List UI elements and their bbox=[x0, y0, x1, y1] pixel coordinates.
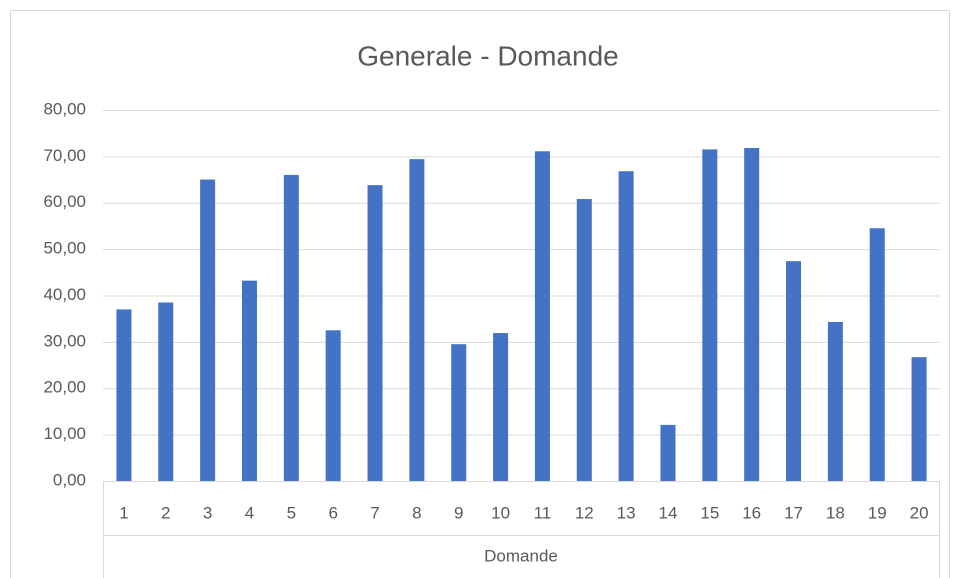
x-axis-title: Domande bbox=[484, 546, 558, 565]
bar bbox=[116, 309, 132, 481]
x-tick-label: 4 bbox=[245, 503, 254, 522]
x-tick-label: 19 bbox=[868, 503, 887, 522]
bar bbox=[409, 159, 425, 481]
chart-border bbox=[10, 10, 950, 578]
x-tick-label: 12 bbox=[575, 503, 594, 522]
y-tick-label: 70,00 bbox=[43, 146, 86, 165]
y-tick-label: 60,00 bbox=[43, 192, 86, 211]
bar bbox=[827, 321, 843, 481]
x-tick-label: 2 bbox=[161, 503, 170, 522]
x-tick-label: 17 bbox=[784, 503, 803, 522]
x-tick-label: 11 bbox=[534, 503, 552, 522]
x-tick-label: 10 bbox=[491, 503, 510, 522]
x-tick-label: 15 bbox=[700, 503, 719, 522]
x-tick-label: 16 bbox=[742, 503, 761, 522]
x-tick-label: 20 bbox=[910, 503, 929, 522]
x-tick-label: 1 bbox=[119, 503, 128, 522]
chart-title: Generale - Domande bbox=[357, 40, 618, 71]
bar bbox=[200, 179, 216, 481]
bar bbox=[911, 357, 927, 481]
bar bbox=[618, 171, 634, 481]
x-tick-label: 9 bbox=[454, 503, 463, 522]
bar bbox=[702, 149, 718, 481]
bar bbox=[367, 185, 383, 481]
y-tick-label: 0,00 bbox=[53, 470, 86, 489]
bar bbox=[241, 280, 257, 481]
bar bbox=[660, 424, 676, 481]
bar bbox=[786, 261, 802, 481]
x-tick-label: 3 bbox=[203, 503, 212, 522]
bar bbox=[158, 302, 174, 481]
bar bbox=[493, 333, 509, 481]
x-tick-label: 18 bbox=[826, 503, 845, 522]
x-tick-label: 5 bbox=[287, 503, 296, 522]
x-tick-label: 8 bbox=[412, 503, 421, 522]
bar bbox=[744, 148, 760, 481]
x-tick-label: 13 bbox=[617, 503, 636, 522]
bar bbox=[283, 174, 299, 482]
y-tick-label: 30,00 bbox=[43, 331, 86, 350]
x-tick-label: 7 bbox=[370, 503, 379, 522]
bar bbox=[451, 344, 467, 481]
y-tick-label: 10,00 bbox=[43, 424, 86, 443]
x-tick-label: 14 bbox=[659, 503, 678, 522]
bar bbox=[869, 228, 885, 481]
y-tick-label: 40,00 bbox=[43, 285, 86, 304]
bar bbox=[576, 199, 592, 482]
x-tick-label: 6 bbox=[328, 503, 337, 522]
y-tick-label: 80,00 bbox=[43, 99, 86, 118]
y-tick-label: 50,00 bbox=[43, 239, 86, 258]
bar bbox=[325, 330, 341, 481]
bar bbox=[534, 151, 550, 481]
y-tick-label: 20,00 bbox=[43, 378, 86, 397]
